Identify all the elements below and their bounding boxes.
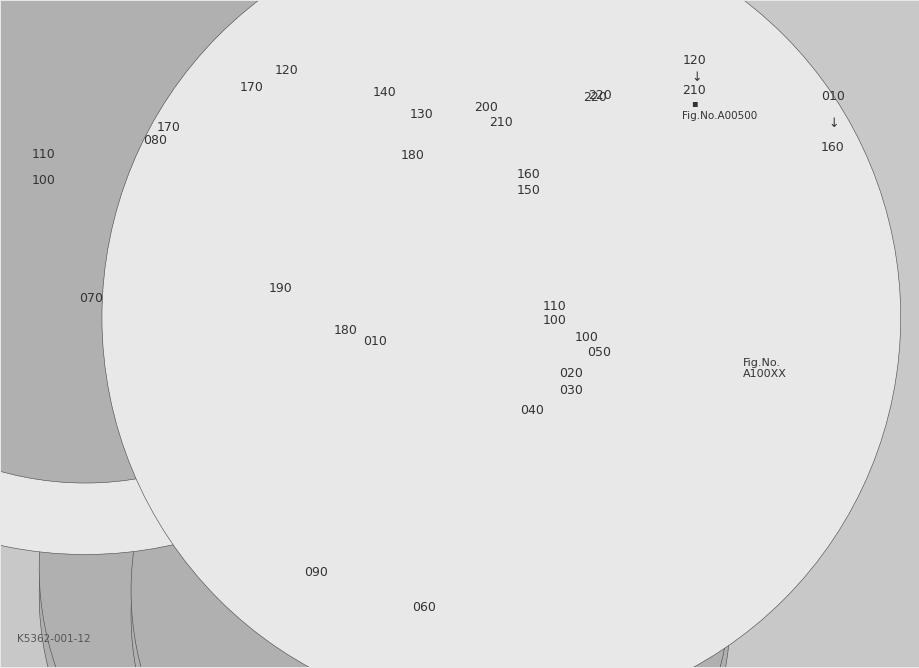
- Text: 100: 100: [32, 174, 56, 187]
- Circle shape: [313, 186, 712, 586]
- Text: 120: 120: [274, 64, 298, 77]
- Circle shape: [40, 269, 638, 668]
- Circle shape: [114, 0, 912, 668]
- Polygon shape: [61, 314, 771, 369]
- Text: 080: 080: [143, 134, 167, 147]
- Circle shape: [40, 296, 638, 668]
- Circle shape: [36, 0, 919, 668]
- Circle shape: [0, 0, 561, 668]
- Circle shape: [42, 0, 840, 546]
- Circle shape: [130, 316, 730, 668]
- Text: 100: 100: [574, 331, 598, 344]
- Circle shape: [114, 0, 912, 668]
- Circle shape: [0, 0, 484, 554]
- Circle shape: [0, 0, 433, 554]
- Polygon shape: [652, 299, 700, 354]
- Circle shape: [0, 17, 919, 668]
- Circle shape: [0, 0, 885, 633]
- Polygon shape: [263, 81, 308, 102]
- Circle shape: [426, 181, 919, 668]
- Text: 210: 210: [489, 116, 513, 128]
- Polygon shape: [170, 242, 210, 297]
- Circle shape: [151, 0, 750, 499]
- Polygon shape: [100, 239, 179, 286]
- Circle shape: [0, 0, 919, 633]
- Circle shape: [413, 206, 919, 668]
- Circle shape: [102, 0, 900, 668]
- Circle shape: [130, 291, 730, 668]
- Text: 070: 070: [79, 292, 103, 305]
- Circle shape: [0, 0, 681, 635]
- Circle shape: [0, 0, 773, 668]
- Circle shape: [72, 0, 869, 668]
- Polygon shape: [395, 259, 476, 313]
- Circle shape: [25, 30, 524, 529]
- Polygon shape: [73, 406, 104, 426]
- Circle shape: [262, 0, 661, 361]
- Text: 160: 160: [820, 141, 844, 154]
- Circle shape: [80, 0, 678, 407]
- Circle shape: [371, 181, 919, 668]
- Text: 220: 220: [587, 89, 611, 102]
- Text: 160: 160: [516, 168, 540, 180]
- Circle shape: [124, 0, 523, 301]
- Circle shape: [62, 0, 860, 561]
- Text: 180: 180: [400, 149, 424, 162]
- Text: 090: 090: [303, 566, 327, 579]
- Text: 200: 200: [473, 101, 497, 114]
- Circle shape: [413, 157, 919, 668]
- Text: 170: 170: [156, 121, 180, 134]
- Circle shape: [0, 0, 883, 668]
- Text: 020: 020: [559, 367, 583, 381]
- Text: 130: 130: [409, 108, 433, 120]
- Circle shape: [0, 0, 432, 385]
- Polygon shape: [347, 151, 375, 168]
- Circle shape: [0, 0, 521, 668]
- Circle shape: [0, 0, 651, 637]
- Circle shape: [180, 0, 809, 619]
- Circle shape: [97, 0, 895, 545]
- Text: 190: 190: [268, 282, 292, 295]
- Circle shape: [72, 0, 869, 668]
- Circle shape: [6, 0, 803, 668]
- Circle shape: [297, 0, 696, 345]
- Circle shape: [0, 0, 919, 632]
- Polygon shape: [38, 315, 845, 607]
- Polygon shape: [0, 0, 690, 668]
- Circle shape: [229, 0, 528, 257]
- Circle shape: [6, 0, 803, 668]
- Text: 220: 220: [583, 91, 607, 104]
- Polygon shape: [375, 128, 498, 206]
- Text: 010: 010: [820, 90, 844, 103]
- Polygon shape: [278, 349, 565, 401]
- Text: 120: 120: [682, 54, 705, 67]
- Text: 140: 140: [372, 86, 396, 99]
- Circle shape: [0, 0, 785, 593]
- Polygon shape: [303, 354, 547, 395]
- Text: 100: 100: [542, 314, 566, 327]
- Text: 210: 210: [682, 84, 705, 97]
- Text: 060: 060: [412, 601, 436, 614]
- Circle shape: [242, 0, 641, 347]
- Text: K5362-001-12: K5362-001-12: [17, 635, 91, 645]
